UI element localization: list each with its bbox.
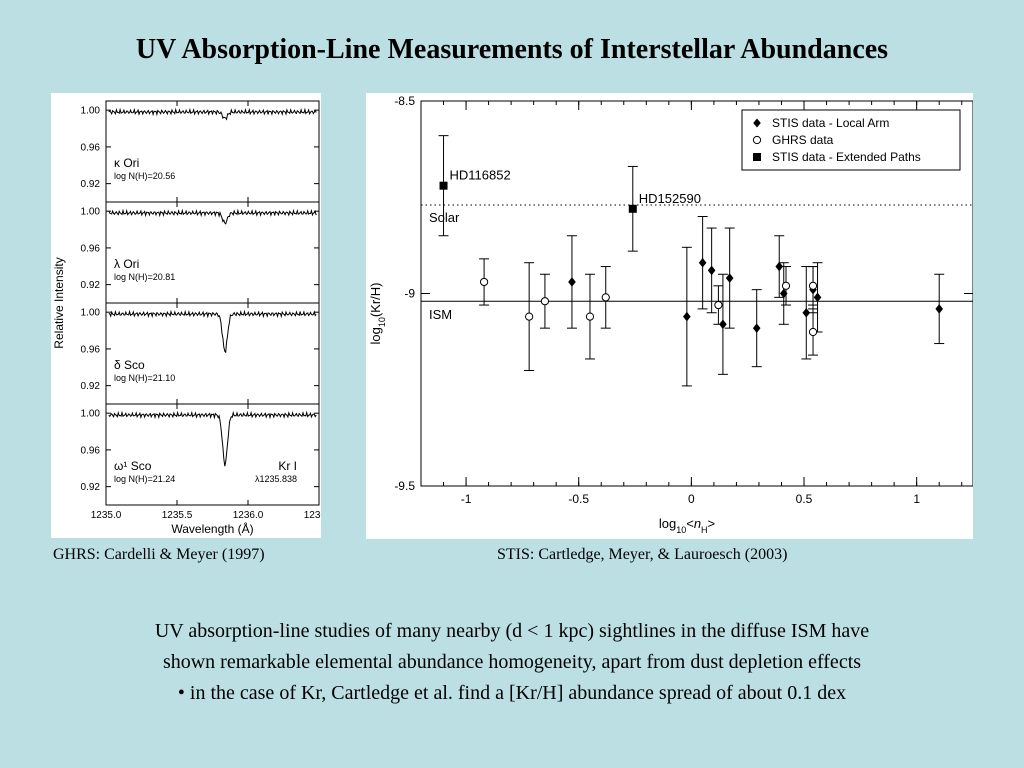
y-tick-label: 0.92 — [81, 381, 101, 392]
y-axis-label-part: (Kr/H) — [368, 282, 383, 317]
x-tick-label: 1 — [913, 492, 920, 506]
spectrum-frame — [105, 403, 320, 506]
y-tick-label: -9.5 — [394, 479, 415, 493]
column-density: log N(H)=20.56 — [114, 171, 175, 181]
spectrum-line — [108, 410, 317, 467]
slide-title: UV Absorption-Line Measurements of Inter… — [135, 34, 889, 65]
legend-entry: GHRS data — [772, 133, 834, 147]
x-axis-label-part: > — [708, 516, 716, 531]
y-axis-label-part: log — [368, 327, 383, 344]
abundance-figure: -1 -0.5 0 0.5 1 -8.5 -9 -9.5 Solar ISM HD116852 HD1… — [366, 93, 974, 539]
data-point-diamond — [698, 257, 707, 268]
y-tick-label: 0.96 — [81, 243, 101, 254]
x-axis-label: Wavelength (Å) — [171, 521, 253, 536]
star-name: κ Ori — [114, 156, 139, 170]
spectrum-frame — [105, 302, 320, 405]
y-tick-label: 0.96 — [81, 344, 101, 355]
data-point-diamond — [568, 277, 576, 287]
y-tick-label: -9 — [404, 287, 415, 301]
data-point-square — [628, 204, 637, 213]
abundance-plot: -1 -0.5 0 0.5 1 -8.5 -9 -9.5 Solar ISM HD116852 HD1… — [368, 94, 974, 535]
data-point-diamond — [775, 261, 784, 272]
data-point-circle — [525, 312, 534, 321]
y-tick-label: 0.96 — [81, 142, 101, 153]
reference-label: ISM — [429, 307, 452, 322]
x-axis-label: log10<nH> — [659, 516, 715, 535]
body-line: UV absorption-line studies of many nearb… — [154, 620, 870, 642]
data-point-diamond — [935, 304, 944, 314]
y-tick-label: 0.96 — [81, 445, 101, 456]
body-line: • in the case of Kr, Cartledge et al. fi… — [177, 682, 847, 704]
x-tick-label: 0.5 — [796, 492, 813, 506]
x-axis-label-part: < — [686, 516, 694, 531]
legend-marker-circle — [752, 135, 762, 145]
spectrum-line — [108, 309, 317, 354]
data-point-circle — [714, 300, 723, 310]
data-point-diamond — [683, 311, 691, 322]
data-point-circle — [781, 281, 791, 290]
data-point-diamond — [752, 323, 761, 333]
star-name: δ Sco — [114, 358, 145, 372]
x-axis-label-part: log — [659, 516, 676, 531]
y-tick-label: 1.00 — [81, 308, 101, 319]
x-axis-label-part: n — [694, 516, 701, 531]
x-axis-label-part: 10 — [676, 525, 686, 535]
y-tick-label: 0.92 — [81, 179, 101, 190]
y-tick-label: 1.00 — [81, 207, 101, 218]
caption-left: GHRS: Cardelli & Meyer (1997) — [53, 546, 265, 563]
line-label: Kr I — [278, 459, 297, 473]
data-point-diamond — [802, 307, 811, 318]
body-text: UV absorption-line studies of many nearb… — [0, 616, 1024, 709]
y-tick-label: 0.92 — [81, 280, 101, 291]
y-tick-label: -8.5 — [394, 94, 415, 108]
column-density: log N(H)=21.10 — [114, 373, 175, 383]
legend-marker-square — [753, 153, 761, 161]
star-name: λ Ori — [114, 257, 139, 271]
star-name: ω¹ Sco — [114, 459, 152, 473]
data-point-diamond — [707, 265, 716, 276]
legend-box — [741, 109, 961, 171]
reference-label: Solar — [429, 210, 460, 225]
data-point-circle — [808, 281, 818, 290]
data-point-circle — [808, 327, 818, 337]
y-axis-label-part: 10 — [377, 317, 387, 327]
line-wavelength: λ1235.838 — [255, 474, 297, 484]
y-axis-label: Relative Intensity — [52, 257, 66, 348]
y-axis-label: log10(Kr/H) — [368, 282, 387, 344]
data-point-circle — [601, 293, 610, 302]
y-tick-label: 1.00 — [81, 409, 101, 420]
data-point-circle — [585, 312, 595, 321]
column-density: log N(H)=20.81 — [114, 272, 175, 282]
x-tick-label: 1236.0 — [233, 510, 264, 521]
x-tick-label: 1235.5 — [162, 510, 193, 521]
spectrum-line — [108, 107, 317, 121]
point-label: HD152590 — [639, 191, 701, 206]
x-tick-label: 1235.0 — [91, 510, 122, 521]
data-point-diamond — [813, 292, 822, 303]
spectra-figure: 1.00 0.96 0.92 κ Ori log N(H)=20.56 1.00 0.96 0… — [51, 93, 335, 538]
spectrum-frame — [105, 201, 320, 304]
data-point-diamond — [725, 273, 734, 283]
x-axis-label-part: H — [701, 525, 708, 535]
spectrum-line — [108, 208, 317, 225]
x-tick-label: -0.5 — [568, 492, 589, 506]
y-tick-label: 0.92 — [81, 482, 101, 493]
column-density: log N(H)=21.24 — [114, 474, 175, 484]
data-point-circle — [540, 297, 550, 306]
point-label: HD116852 — [450, 168, 511, 183]
legend-entry: STIS data - Local Arm — [772, 116, 889, 130]
data-point-square — [439, 181, 448, 190]
caption-right: STIS: Cartledge, Meyer, & Lauroesch (200… — [497, 546, 788, 563]
y-tick-label: 1.00 — [81, 106, 101, 117]
data-point-circle — [479, 277, 489, 287]
x-tick-label: 1236.5 — [304, 510, 321, 521]
spectrum-frame — [105, 100, 320, 203]
body-line: shown remarkable elemental abundance hom… — [162, 651, 862, 673]
x-tick-label: -1 — [461, 492, 472, 506]
x-tick-label: 0 — [688, 492, 695, 506]
legend-entry: STIS data - Extended Paths — [772, 150, 921, 164]
